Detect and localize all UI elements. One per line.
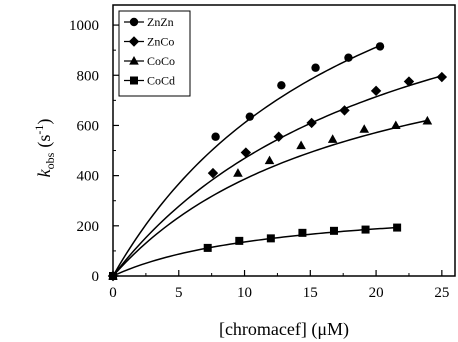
x-axis-title: [chromacef] (μM)	[219, 319, 349, 340]
data-point-coco	[264, 155, 275, 165]
data-point-cocd	[393, 223, 402, 232]
plot-area	[107, 4, 456, 282]
legend-item-znco: ZnCo	[124, 35, 174, 49]
y-axis-title-close: )	[34, 119, 55, 125]
data-point-cocd	[298, 228, 307, 237]
fit-curve-znco	[112, 75, 443, 277]
data-point-cocd	[361, 225, 370, 234]
data-point-znzn	[277, 81, 286, 90]
fit-curve-znzn	[112, 44, 381, 277]
data-points	[107, 42, 448, 282]
fit-curves	[112, 44, 443, 277]
y-axis-title-exponent: -1	[32, 125, 46, 135]
y-axis-title-subscript: obs	[43, 152, 57, 169]
fit-curve-cocd	[112, 226, 398, 277]
legend: ZnZn ZnCo CoCo CoCd	[118, 10, 191, 97]
legend-label: ZnZn	[147, 15, 174, 29]
y-tick-label: 0	[92, 269, 100, 285]
legend-marker-coco	[129, 56, 139, 65]
data-point-znzn	[211, 132, 220, 141]
data-point-coco	[359, 124, 370, 133]
data-point-znzn	[245, 112, 254, 121]
legend-marker-znzn	[129, 17, 139, 27]
data-point-znco	[403, 76, 415, 87]
x-tick-label: 25	[434, 285, 449, 301]
x-tick-label: 15	[303, 285, 318, 301]
data-point-cocd	[329, 226, 338, 235]
legend-marker-znco	[128, 36, 140, 47]
y-axis-title-symbol: k	[34, 168, 54, 177]
y-tick-label: 800	[77, 68, 100, 84]
data-point-znzn	[311, 63, 320, 72]
y-axis-title: kobs (s-1)	[32, 119, 57, 178]
data-point-cocd	[266, 234, 275, 243]
legend-item-coco: CoCo	[124, 54, 175, 68]
data-point-cocd	[235, 236, 244, 245]
data-point-coco	[422, 115, 433, 125]
y-tick-label: 200	[77, 219, 100, 235]
plot-frame	[112, 4, 456, 277]
legend-label: CoCo	[147, 54, 175, 68]
x-axis: 0 5 10 15 20 25	[109, 270, 449, 301]
data-point-cocd	[203, 243, 212, 252]
x-tick-label: 0	[109, 285, 117, 301]
data-point-znco	[240, 147, 252, 158]
legend-label: ZnCo	[147, 35, 174, 49]
y-axis: 0 200 400 600 800 1000	[69, 18, 119, 285]
data-point-coco	[296, 140, 306, 150]
data-point-znco	[370, 85, 382, 97]
data-point-znco	[207, 167, 219, 179]
legend-label: CoCd	[147, 74, 175, 88]
x-tick-label: 5	[175, 285, 183, 301]
y-tick-label: 1000	[69, 18, 99, 34]
data-point-znco	[306, 117, 317, 129]
legend-item-cocd: CoCd	[124, 74, 175, 88]
data-point-znzn	[375, 42, 385, 51]
y-tick-label: 600	[77, 118, 100, 134]
y-tick-label: 400	[77, 169, 100, 185]
data-point-znzn	[344, 53, 353, 62]
x-tick-label: 10	[237, 285, 252, 301]
data-point-coco	[233, 168, 243, 177]
legend-marker-cocd	[130, 76, 138, 85]
data-point-coco	[391, 120, 401, 130]
data-point-znco	[436, 71, 448, 83]
data-point-coco	[327, 134, 338, 143]
data-point-znco	[273, 131, 284, 142]
fit-curve-coco	[112, 119, 429, 277]
x-tick-label: 20	[369, 285, 384, 301]
data-point-znco	[339, 105, 350, 116]
legend-item-znzn: ZnZn	[124, 15, 174, 29]
y-axis-title-unit: (s	[34, 135, 55, 148]
